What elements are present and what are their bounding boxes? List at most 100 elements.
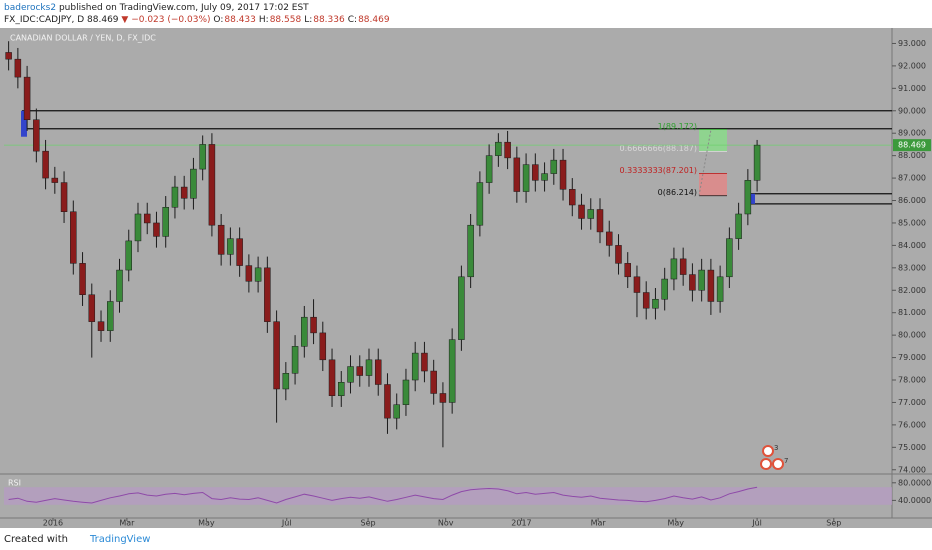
candle-body: [467, 224, 474, 278]
y-tick-label: 83.000: [898, 263, 926, 272]
candle-body: [550, 159, 558, 174]
candle-body: [227, 238, 234, 255]
candle-body: [236, 238, 243, 266]
created: Created with: [4, 534, 68, 545]
y-tick-label: 82.000: [898, 286, 926, 295]
candle-body: [245, 265, 253, 282]
candle-body: [384, 384, 391, 419]
ohlc-value: 88.469: [358, 15, 390, 25]
candle-body: [291, 346, 299, 374]
brand[interactable]: TradingView: [89, 534, 151, 545]
y-tick-label: 78.000: [898, 376, 926, 385]
candle-body: [402, 379, 410, 405]
candle-body: [319, 332, 327, 361]
candle-body: [171, 186, 179, 208]
fib-zone: [699, 173, 727, 196]
candle-body: [485, 155, 493, 183]
candle-body: [33, 119, 40, 152]
candle-body: [51, 177, 59, 183]
fib-trend: [698, 129, 712, 196]
candle-body: [60, 182, 68, 212]
candle-body: [162, 206, 169, 237]
zone: [749, 193, 755, 204]
candle-body: [264, 267, 271, 322]
candle-body: [88, 294, 96, 322]
ohlc: O:88.433 H:88.558 L:88.336 C:88.469: [213, 15, 392, 25]
candle-body: [716, 276, 724, 302]
candle-body: [726, 238, 733, 278]
badge[interactable]: [772, 458, 784, 470]
fib-label: 0.6666666(88.187): [620, 144, 698, 153]
x-tick-label: Mar: [119, 519, 135, 528]
rsi-line: [8, 486, 758, 504]
y-tick-label: 85.000: [898, 218, 926, 227]
candle-body: [532, 164, 539, 181]
candle-body: [393, 404, 400, 419]
candle-body: [273, 321, 280, 390]
x-tick-label: Mar: [591, 519, 607, 528]
badge-count: 7: [784, 457, 788, 465]
candle-body: [624, 263, 631, 278]
arrow: ▼: [121, 15, 129, 25]
y-tick-label: 92.000: [898, 61, 926, 70]
candle-body: [707, 269, 715, 302]
candle-body: [190, 168, 197, 199]
symbol: FX_IDC:CADJPY, D: [4, 15, 85, 25]
y-tick-label: 88.000: [898, 151, 926, 160]
ohlc-value: 88.336: [313, 15, 345, 25]
x-tick-label: Jul: [751, 519, 762, 528]
candle-body: [208, 144, 216, 226]
candle-body: [615, 245, 622, 264]
candle-body: [633, 276, 641, 293]
last-price-label: 88.469: [898, 141, 926, 150]
ohlc-label: O:: [213, 15, 224, 25]
candle-body: [42, 150, 49, 179]
candle-body: [328, 359, 336, 396]
candle-body: [661, 278, 668, 300]
candle-body: [5, 52, 12, 60]
ohlc-value: 88.558: [269, 15, 302, 25]
candle-body: [79, 263, 86, 296]
candle-body: [495, 141, 502, 156]
candle-body: [458, 276, 465, 340]
chart: CANADIAN DOLLAR / YEN, D, FX_IDC RSI 3 7…: [0, 28, 932, 528]
y-tick-label: 80.0000: [898, 478, 931, 487]
y-tick-label: 77.000: [898, 398, 926, 407]
candle-body: [689, 274, 696, 291]
footer: Created with TradingView: [4, 534, 150, 545]
candle-body: [587, 209, 595, 219]
candle-body: [365, 359, 373, 376]
candle-body: [125, 240, 132, 271]
badge[interactable]: [760, 458, 772, 470]
candle-body: [448, 339, 456, 403]
y-tick-label: 79.000: [898, 353, 926, 362]
x-tick-label: 2016: [43, 519, 63, 528]
candle-body: [569, 189, 576, 206]
candle-body: [411, 352, 419, 381]
candle-body: [652, 298, 659, 309]
candle-body: [513, 157, 521, 192]
candle-body: [679, 258, 687, 275]
ohlc-label: L:: [304, 15, 313, 25]
x-tick-label: 2017: [511, 519, 531, 528]
candle-body: [116, 269, 123, 302]
candle-body: [698, 269, 705, 291]
candle-body: [578, 204, 585, 219]
last: 88.469: [87, 15, 119, 25]
candle-body: [642, 292, 650, 309]
candle-body: [199, 144, 206, 170]
candle-body: [14, 58, 22, 78]
y-tick-label: 76.000: [898, 420, 926, 429]
badge-count: 3: [774, 444, 778, 452]
candle-body: [374, 359, 382, 385]
y-tick-label: 87.000: [898, 174, 926, 183]
change: −0.023 (−0.03%): [131, 15, 211, 25]
publisher[interactable]: baderocks2: [4, 3, 57, 13]
badge[interactable]: [762, 445, 774, 457]
x-tick-label: Jul: [281, 519, 292, 528]
candle-body: [107, 301, 114, 331]
candle-body: [217, 224, 225, 255]
candle-body: [559, 159, 567, 190]
candle-body: [541, 173, 548, 181]
